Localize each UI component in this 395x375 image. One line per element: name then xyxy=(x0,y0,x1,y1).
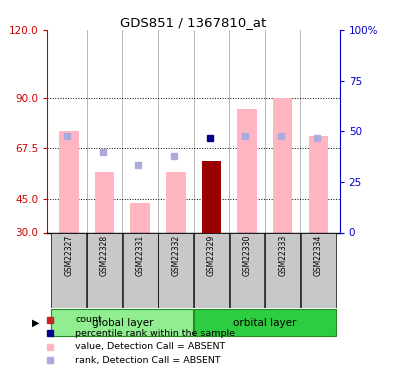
Bar xyxy=(301,232,336,308)
Bar xyxy=(51,309,193,336)
Bar xyxy=(95,172,114,232)
Text: value, Detection Call = ABSENT: value, Detection Call = ABSENT xyxy=(75,342,225,351)
Bar xyxy=(237,109,257,232)
Text: percentile rank within the sample: percentile rank within the sample xyxy=(75,328,235,338)
Bar xyxy=(201,160,221,232)
Bar xyxy=(51,232,86,308)
Bar xyxy=(158,232,193,308)
Bar xyxy=(166,172,186,232)
Bar xyxy=(194,232,229,308)
Text: GSM22327: GSM22327 xyxy=(64,235,73,276)
Text: GSM22334: GSM22334 xyxy=(314,235,323,276)
Text: orbital layer: orbital layer xyxy=(233,318,297,327)
Bar xyxy=(201,160,221,232)
Bar xyxy=(194,309,336,336)
Text: rank, Detection Call = ABSENT: rank, Detection Call = ABSENT xyxy=(75,356,221,364)
Bar xyxy=(229,232,265,308)
Text: global layer: global layer xyxy=(92,318,153,327)
Text: GSM22330: GSM22330 xyxy=(243,235,252,276)
Bar xyxy=(130,203,150,232)
Text: ▶: ▶ xyxy=(32,318,40,327)
Text: GSM22328: GSM22328 xyxy=(100,235,109,276)
Bar xyxy=(122,232,158,308)
Bar xyxy=(265,232,300,308)
Text: count: count xyxy=(75,315,102,324)
Bar xyxy=(273,98,292,232)
Bar xyxy=(308,136,328,232)
Text: GSM22331: GSM22331 xyxy=(135,235,145,276)
Bar xyxy=(59,131,79,232)
Text: GSM22332: GSM22332 xyxy=(171,235,180,276)
Bar xyxy=(87,232,122,308)
Title: GDS851 / 1367810_at: GDS851 / 1367810_at xyxy=(120,16,267,29)
Text: GSM22333: GSM22333 xyxy=(278,235,287,276)
Text: GSM22329: GSM22329 xyxy=(207,235,216,276)
